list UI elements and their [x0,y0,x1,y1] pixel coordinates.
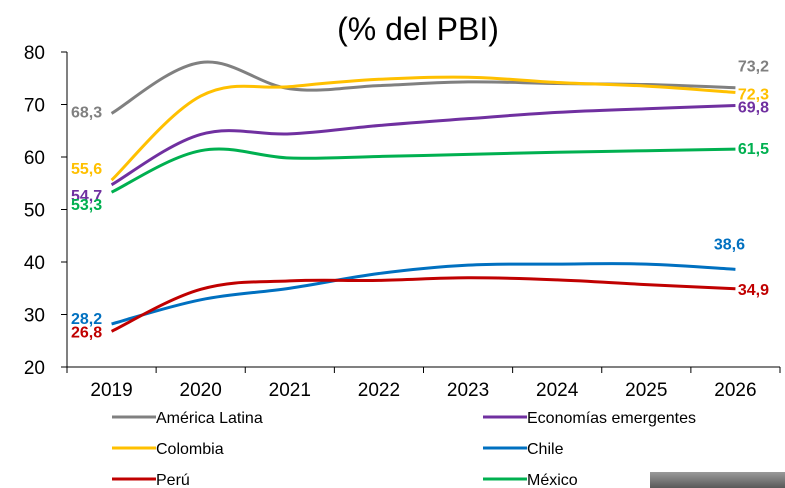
y-tick-label: 20 [24,358,45,379]
x-tick-label: 2025 [625,380,667,401]
series-line-econom-as-emergentes [110,104,736,187]
plot-area: 20 30 40 50 60 70 80 2019 2020 2021 2022 2023 2024 20… [24,43,781,401]
data-label-start-m-xico: 53,3 [71,197,102,214]
series-line-m-xico [110,147,736,194]
data-label-end-am-rica-latina: 73,2 [738,59,769,76]
series-line-colombia [110,75,736,182]
data-label-start-per-: 26,8 [71,324,102,341]
legend: América Latina Economías emergentes Colomb… [112,410,696,488]
series-line-am-rica-latina [110,60,736,115]
data-label-end-colombia: 72,3 [738,86,769,103]
data-label-start-am-rica-latina: 68,3 [71,104,102,121]
y-tick-label: 80 [24,43,45,64]
data-label-start-chile: 28,2 [71,311,102,328]
legend-label-am-rica-latina: América Latina [156,410,263,427]
series-line-chile [111,262,736,326]
chart-title: (% del PBI) [337,11,499,47]
x-tick-label: 2026 [714,380,756,401]
legend-label-colombia: Colombia [156,441,224,458]
gray-bar-decoration [650,472,785,488]
x-tick-label: 2022 [358,380,400,401]
y-tick-label: 40 [24,253,45,274]
x-tick-label: 2024 [536,380,579,401]
data-label-end-per-: 34,9 [738,282,769,299]
data-label-end-chile: 38,6 [714,236,745,253]
data-label-end-econom-as-emergentes: 69,8 [738,100,769,117]
x-tick-label: 2023 [447,380,489,401]
legend-label-per-: Perú [156,472,190,488]
y-tick-label: 60 [24,148,45,169]
x-tick-label: 2019 [90,380,132,401]
y-tick-label: 50 [24,201,45,222]
series-line-per- [110,276,736,333]
legend-label-chile: Chile [527,441,564,458]
data-label-start-econom-as-emergentes: 54,7 [71,188,102,205]
data-label-start-colombia: 55,6 [71,161,102,178]
x-tick-label: 2021 [269,380,311,401]
y-tick-label: 30 [24,306,45,327]
legend-label-econom-as-emergentes: Economías emergentes [527,410,696,427]
legend-label-m-xico: México [527,472,578,488]
y-tick-label: 70 [24,96,45,117]
data-label-end-m-xico: 61,5 [738,141,769,158]
x-tick-label: 2020 [180,380,222,401]
